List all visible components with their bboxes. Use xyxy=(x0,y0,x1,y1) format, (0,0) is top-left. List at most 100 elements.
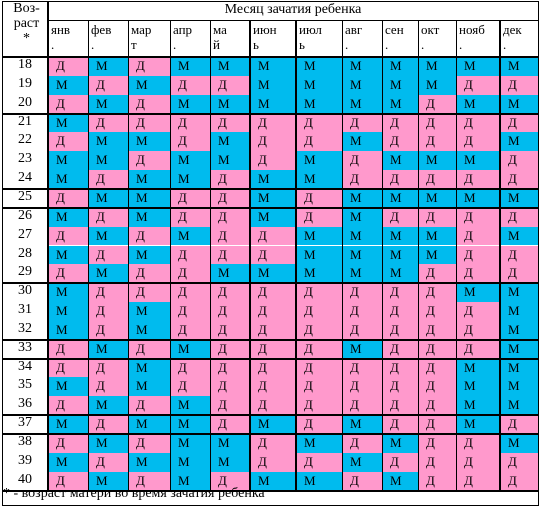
age-cell: 36 xyxy=(18,396,32,412)
cell-girl: Д xyxy=(170,377,210,397)
cell-girl: Д xyxy=(210,358,250,378)
grid-line xyxy=(88,20,89,491)
cell-girl: Д xyxy=(170,245,210,265)
cell-boy: М xyxy=(48,75,88,95)
cell-girl: Д xyxy=(48,132,88,152)
cell-boy: М xyxy=(418,57,456,76)
cell-boy: М xyxy=(88,471,128,491)
cell-girl: Д xyxy=(296,452,342,472)
cell-girl: Д xyxy=(128,113,170,133)
cell-girl: Д xyxy=(418,94,456,114)
cell-girl: Д xyxy=(456,170,500,189)
cell-girl: Д xyxy=(210,75,250,95)
cell-boy: М xyxy=(342,415,382,434)
cell-girl: Д xyxy=(210,207,250,227)
cell-boy: М xyxy=(48,245,88,265)
month-header: апр . xyxy=(173,22,193,52)
cell-girl: Д xyxy=(456,452,500,472)
month-header: ма й xyxy=(213,22,227,52)
cell-boy: М xyxy=(456,188,500,208)
cell-girl: Д xyxy=(128,94,170,114)
cell-girl: Д xyxy=(128,57,170,76)
cell-girl: Д xyxy=(342,113,382,133)
cell-boy: М xyxy=(250,264,296,284)
cell-girl: Д xyxy=(500,170,538,189)
cell-boy: М xyxy=(500,226,538,246)
cell-girl: Д xyxy=(88,170,128,189)
cell-boy: М xyxy=(128,358,170,378)
cell-boy: М xyxy=(500,188,538,208)
cell-girl: Д xyxy=(170,188,210,208)
age-cell: 21 xyxy=(18,113,32,129)
cell-boy: М xyxy=(342,226,382,246)
cell-girl: Д xyxy=(250,320,296,340)
cell-girl: Д xyxy=(382,207,418,227)
month-header: янв . xyxy=(51,22,71,52)
cell-girl: Д xyxy=(88,320,128,340)
age-cell: 40 xyxy=(18,471,32,487)
age-cell: 32 xyxy=(18,320,32,336)
cell-boy: М xyxy=(250,471,296,491)
cell-boy: М xyxy=(500,57,538,76)
cell-boy: М xyxy=(170,452,210,472)
cell-boy: М xyxy=(296,151,342,171)
cell-girl: Д xyxy=(382,170,418,189)
cell-girl: Д xyxy=(296,320,342,340)
cell-girl: Д xyxy=(500,207,538,227)
cell-boy: М xyxy=(128,75,170,95)
cell-girl: Д xyxy=(128,226,170,246)
cell-boy: М xyxy=(250,75,296,95)
cell-boy: М xyxy=(382,75,418,95)
cell-boy: М xyxy=(250,207,296,227)
cell-girl: Д xyxy=(296,188,342,208)
cell-girl: Д xyxy=(456,207,500,227)
cell-boy: М xyxy=(48,113,88,133)
cell-girl: Д xyxy=(342,377,382,397)
cell-girl: Д xyxy=(342,396,382,416)
cell-girl: Д xyxy=(500,264,538,284)
cell-girl: Д xyxy=(382,132,418,152)
grid-line xyxy=(170,20,171,491)
cell-girl: Д xyxy=(210,377,250,397)
grid-line xyxy=(2,1,538,2)
cell-boy: М xyxy=(382,226,418,246)
cell-girl: Д xyxy=(382,113,418,133)
cell-girl: Д xyxy=(250,434,296,453)
cell-girl: Д xyxy=(456,320,500,340)
cell-girl: Д xyxy=(88,245,128,265)
cell-boy: М xyxy=(296,471,342,491)
cell-girl: Д xyxy=(170,264,210,284)
cell-boy: М xyxy=(170,339,210,359)
cell-girl: Д xyxy=(170,132,210,152)
age-cell: 26 xyxy=(18,207,32,223)
cell-girl: Д xyxy=(296,377,342,397)
cell-boy: М xyxy=(456,358,500,378)
age-cell: 25 xyxy=(18,188,32,204)
cell-girl: Д xyxy=(500,245,538,265)
cell-girl: Д xyxy=(456,339,500,359)
cell-boy: М xyxy=(500,358,538,378)
cell-girl: Д xyxy=(456,245,500,265)
cell-boy: М xyxy=(500,132,538,152)
grid-line xyxy=(418,20,419,491)
cell-boy: М xyxy=(128,188,170,208)
cell-girl: Д xyxy=(296,358,342,378)
cell-boy: М xyxy=(342,132,382,152)
cell-boy: М xyxy=(456,151,500,171)
age-cell: 39 xyxy=(18,452,32,468)
cell-girl: Д xyxy=(128,264,170,284)
cell-girl: Д xyxy=(128,339,170,359)
cell-girl: Д xyxy=(418,452,456,472)
cell-girl: Д xyxy=(170,283,210,303)
age-cell: 23 xyxy=(18,151,32,167)
cell-boy: М xyxy=(48,170,88,189)
age-cell: 18 xyxy=(18,57,32,72)
cell-girl: Д xyxy=(128,434,170,453)
cell-girl: Д xyxy=(296,396,342,416)
age-cell: 33 xyxy=(18,339,32,355)
grid-line xyxy=(249,20,251,491)
cell-boy: М xyxy=(210,264,250,284)
cell-girl: Д xyxy=(296,302,342,321)
cell-boy: М xyxy=(128,207,170,227)
month-header: авг . xyxy=(345,22,363,52)
